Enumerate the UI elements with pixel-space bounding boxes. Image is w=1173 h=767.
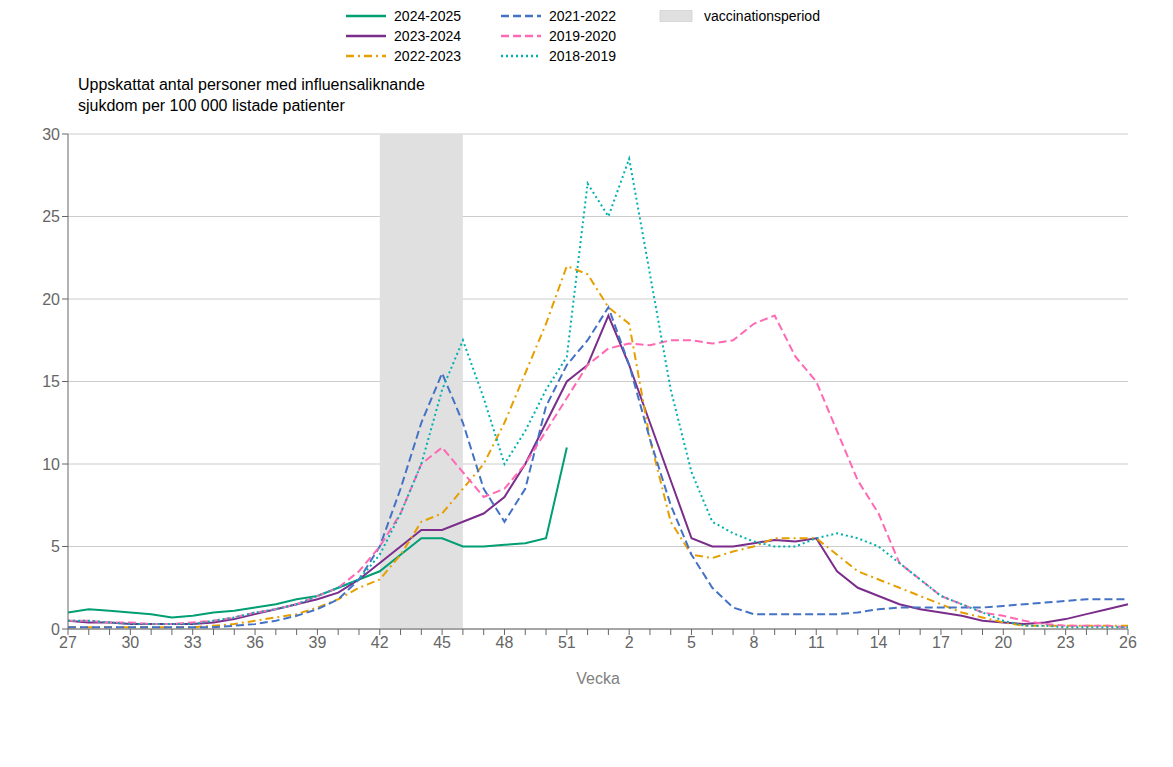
svg-text:36: 36 (246, 634, 264, 651)
svg-text:5: 5 (51, 538, 60, 555)
svg-text:39: 39 (309, 634, 327, 651)
html-text:2018-2019: 2018-2019 (549, 48, 616, 64)
svg-text:2: 2 (625, 634, 634, 651)
svg-text:Vecka: Vecka (576, 670, 620, 687)
svg-text:30: 30 (121, 634, 139, 651)
svg-text:26: 26 (1119, 634, 1137, 651)
svg-text:30: 30 (42, 126, 60, 143)
svg-text:42: 42 (371, 634, 389, 651)
svg-text:51: 51 (558, 634, 576, 651)
html-text:Uppskattat antal personer med: Uppskattat antal personer med influensal… (78, 76, 425, 93)
svg-text:11: 11 (808, 634, 825, 651)
html-text:2019-2020: 2019-2020 (549, 28, 616, 44)
html-text:sjukdom per 100 000 listade pa: sjukdom per 100 000 listade patienter (78, 97, 345, 114)
html-text:2023-2024: 2023-2024 (394, 28, 461, 44)
svg-text:10: 10 (42, 456, 60, 473)
svg-text:25: 25 (42, 208, 60, 225)
svg-text:17: 17 (932, 634, 950, 651)
svg-text:20: 20 (42, 291, 60, 308)
svg-text:5: 5 (687, 634, 696, 651)
svg-text:8: 8 (749, 634, 758, 651)
svg-text:20: 20 (994, 634, 1012, 651)
svg-text:45: 45 (433, 634, 451, 651)
html-text:2022-2023: 2022-2023 (394, 48, 461, 64)
svg-text:15: 15 (42, 373, 60, 390)
svg-text:14: 14 (870, 634, 888, 651)
svg-text:23: 23 (1057, 634, 1075, 651)
html-text:vaccinationsperiod: vaccinationsperiod (704, 8, 820, 24)
svg-text:33: 33 (184, 634, 202, 651)
svg-text:48: 48 (496, 634, 514, 651)
html-text:2024-2025: 2024-2025 (394, 8, 461, 24)
svg-text:0: 0 (51, 621, 60, 638)
svg-text:27: 27 (59, 634, 77, 651)
html-text:2021-2022: 2021-2022 (549, 8, 616, 24)
